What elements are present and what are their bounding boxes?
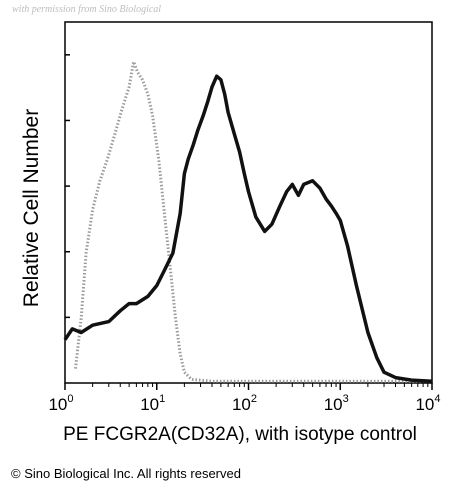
- y-axis-label: Relative Cell Number: [20, 109, 43, 307]
- x-tick-label: 102: [232, 393, 257, 414]
- x-tick-label: 100: [48, 393, 73, 414]
- sample-histogram-curve: [63, 74, 433, 383]
- x-axis-label: PE FCGR2A(CD32A), with isotype control: [63, 424, 417, 445]
- x-tick-label: 103: [324, 393, 349, 414]
- watermark-text: with permission from Sino Biological: [12, 4, 161, 15]
- x-tick-label: 104: [415, 393, 440, 414]
- copyright-text: © Sino Biological Inc. All rights reserv…: [11, 466, 241, 481]
- plot-frame: [64, 21, 433, 384]
- plot-area: [63, 21, 433, 384]
- x-tick-label: 101: [140, 393, 165, 414]
- isotype-control-curve: [74, 60, 432, 383]
- x-axis-ticks: 100 101 102 103 104: [48, 383, 441, 414]
